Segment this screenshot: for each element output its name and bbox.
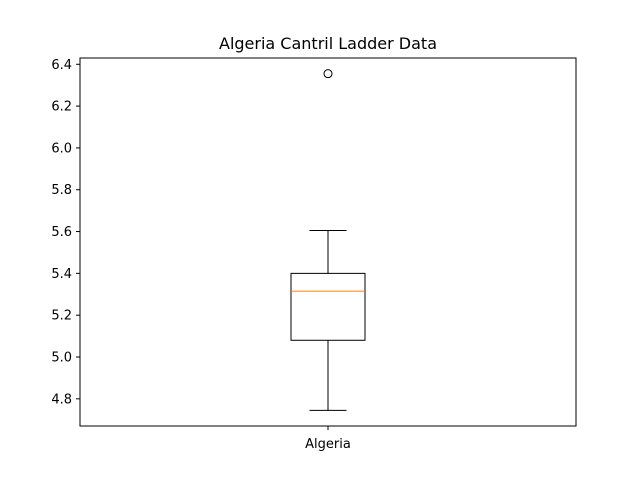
- chart-title: Algeria Cantril Ladder Data: [219, 34, 437, 53]
- x-tick-label: Algeria: [305, 437, 351, 452]
- y-tick-label: 5.4: [51, 267, 72, 282]
- y-tick-label: 6.2: [51, 100, 72, 115]
- y-tick-label: 5.8: [51, 183, 72, 198]
- y-tick-label: 4.8: [51, 392, 72, 407]
- box: [290, 272, 366, 341]
- plot-area: [290, 69, 366, 411]
- outlier-point: [323, 69, 333, 79]
- y-tick-label: 5.0: [51, 351, 72, 366]
- y-tick-label: 5.2: [51, 309, 72, 324]
- y-tick-label: 5.6: [51, 225, 72, 240]
- y-tick-label: 6.0: [51, 141, 72, 156]
- y-tick-label: 6.4: [51, 58, 72, 73]
